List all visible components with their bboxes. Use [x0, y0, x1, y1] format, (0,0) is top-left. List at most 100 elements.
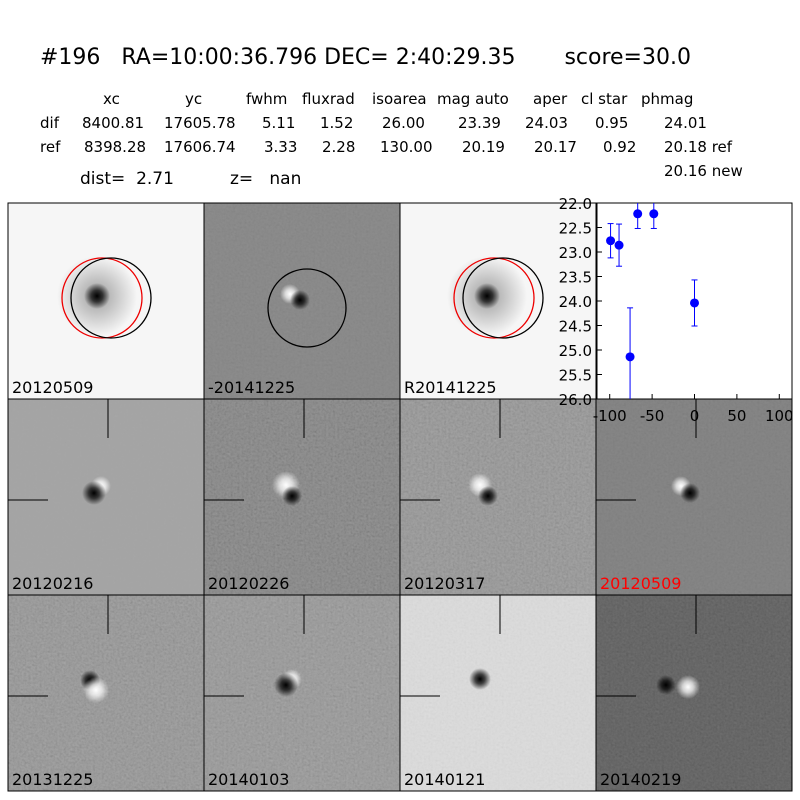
table-cell: 26.00 — [382, 114, 425, 132]
column-header: aper — [533, 90, 568, 108]
table-cell: 8400.81 — [82, 114, 144, 132]
panel-label: 20120216 — [12, 574, 93, 593]
image-panel — [8, 595, 204, 791]
y-tick-label: 22.5 — [559, 220, 592, 238]
y-tick-label: 24.0 — [559, 293, 592, 311]
panel-label: 20120509 — [600, 574, 681, 593]
panel-label: 20140103 — [208, 770, 289, 789]
x-tick-label: 50 — [727, 407, 746, 425]
row-label: dif — [40, 114, 60, 132]
source-blob — [656, 675, 676, 695]
table-cell: 3.33 — [264, 138, 297, 156]
y-tick-label: 22.0 — [559, 195, 592, 213]
column-header: yc — [185, 90, 202, 108]
plot-marks — [606, 203, 699, 399]
image-panel — [400, 399, 596, 595]
table-note: 20.16 new — [664, 162, 743, 180]
column-header: phmag — [641, 90, 693, 108]
data-point — [614, 240, 624, 250]
z-value: z= nan — [230, 169, 301, 189]
aperture — [453, 257, 535, 339]
aperture — [61, 257, 143, 339]
table-cell: 0.92 — [603, 138, 636, 156]
x-tick-label: -100 — [593, 407, 627, 425]
table-cell: 8398.28 — [84, 138, 146, 156]
aperture — [267, 268, 347, 348]
table-cell: 2.28 — [322, 138, 355, 156]
panel-label: -20141225 — [208, 378, 295, 397]
x-tick-label: 0 — [690, 407, 700, 425]
column-header: isoarea — [372, 90, 427, 108]
source-blob — [82, 481, 106, 505]
table-cell: 130.00 — [380, 138, 433, 156]
table-cell: 24.03 — [525, 114, 568, 132]
source-blob — [83, 677, 109, 703]
data-point — [625, 352, 635, 362]
image-noise — [204, 399, 400, 595]
data-point — [649, 209, 659, 219]
image-panel — [8, 203, 204, 399]
table-cell: 1.52 — [320, 114, 353, 132]
source-blob — [282, 486, 302, 506]
image-noise — [8, 399, 204, 595]
table-cell: 23.39 — [458, 114, 501, 132]
column-header: mag auto — [437, 90, 509, 108]
source-blob — [478, 486, 498, 506]
table-cell: 17606.74 — [164, 138, 236, 156]
panel-label: 20140121 — [404, 770, 485, 789]
source-blob — [290, 290, 310, 310]
row-label: ref — [40, 138, 61, 156]
image-noise — [400, 399, 596, 595]
table-cell: 20.19 — [462, 138, 505, 156]
data-point — [690, 298, 699, 308]
aperture — [70, 257, 152, 339]
data-point — [633, 209, 643, 219]
column-header: xc — [103, 90, 120, 108]
image-panel — [596, 595, 792, 791]
table-cell: 0.95 — [595, 114, 628, 132]
table-cell: 5.11 — [262, 114, 295, 132]
image-panel — [204, 203, 400, 399]
panel-label: R20141225 — [404, 378, 497, 397]
source-blob — [469, 668, 491, 690]
table-cell: 24.01 — [664, 114, 707, 132]
panel-label: 20131225 — [12, 770, 93, 789]
panel-label: 20140219 — [600, 770, 681, 789]
source-blob — [474, 283, 500, 309]
image-panel — [400, 203, 596, 399]
x-tick-label: 100 — [765, 407, 794, 425]
image-panel — [400, 595, 596, 791]
y-tick-label: 25.5 — [559, 367, 592, 385]
table-cell: 17605.78 — [164, 114, 236, 132]
table-cell: 20.17 — [534, 138, 577, 156]
y-tick-label: 23.5 — [559, 269, 592, 287]
y-tick-label: 25.0 — [559, 342, 592, 360]
column-header: fluxrad — [302, 90, 355, 108]
y-tick-label: 24.5 — [559, 318, 592, 336]
source-blob — [676, 675, 700, 699]
source-blob — [274, 673, 298, 697]
image-panel — [8, 399, 204, 595]
y-tick-label: 26.0 — [559, 391, 592, 409]
image-noise — [204, 595, 400, 791]
panel-label: 20120226 — [208, 574, 289, 593]
image-noise — [400, 595, 596, 791]
panel-label: 20120509 — [12, 378, 93, 397]
column-header: cl star — [581, 90, 628, 108]
image-panel — [204, 399, 400, 595]
image-panel — [204, 595, 400, 791]
aperture — [462, 257, 544, 339]
panel-frame — [595, 594, 793, 792]
panel-label: 20120317 — [404, 574, 485, 593]
data-point — [606, 236, 616, 246]
source-blob — [680, 483, 700, 503]
x-tick-label: -50 — [640, 407, 665, 425]
dist: dist= 2.71 — [80, 169, 174, 189]
source-blob — [84, 283, 110, 309]
y-tick-label: 23.0 — [559, 244, 592, 262]
title: #196 RA=10:00:36.796 DEC= 2:40:29.35 sco… — [40, 45, 691, 70]
column-header: fwhm — [246, 90, 287, 108]
image-panel — [596, 399, 792, 595]
